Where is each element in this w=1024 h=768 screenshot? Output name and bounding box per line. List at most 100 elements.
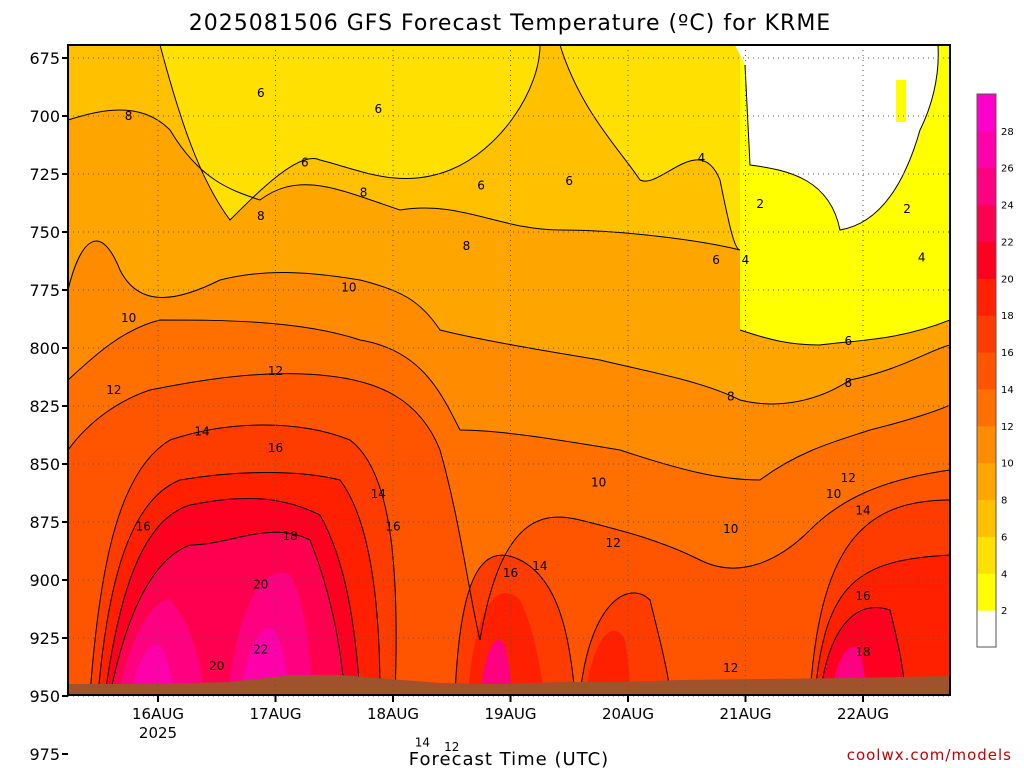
colorbar-swatch [977, 94, 996, 132]
contour-label: 16 [385, 520, 400, 534]
colorbar-label: 24 [1001, 201, 1014, 212]
colorbar-swatch [977, 278, 996, 316]
contour-label: 6 [257, 86, 265, 100]
contour-label: 10 [591, 476, 606, 490]
contour-label: 8 [257, 209, 265, 223]
contour-label: 14 [194, 425, 209, 439]
colorbar-label: 10 [1001, 459, 1014, 470]
terrain [68, 675, 950, 695]
y-tick-label: 850 [29, 455, 60, 474]
contour-label: 12 [841, 471, 856, 485]
plot-frame [67, 44, 951, 696]
contour-label: 16 [855, 589, 870, 603]
band-yellow-patch [896, 80, 906, 122]
colorbar-label: 20 [1001, 274, 1014, 285]
colorbar-label: 26 [1001, 164, 1014, 175]
y-axis: 675 700 725 750 775 800 825 850 875 900 925 950 975 [29, 49, 68, 764]
contour-label: 10 [341, 281, 356, 295]
colorbar-swatch [977, 610, 996, 648]
contour-label: 22 [253, 643, 268, 657]
colorbar-label: 16 [1001, 348, 1014, 359]
contour-label: 4 [918, 251, 926, 265]
contour-label: 18 [855, 645, 870, 659]
colorbar-label: 28 [1001, 127, 1014, 138]
contour-label: 10 [723, 522, 738, 536]
contour-label: 20 [253, 578, 268, 592]
colorbar-label: 8 [1001, 496, 1007, 507]
chart-title: 2025081506 GFS Forecast Temperature (ºC)… [189, 11, 831, 36]
contour-label: 4 [742, 253, 750, 267]
contour-label: 12 [444, 740, 459, 754]
y-tick-label: 675 [29, 49, 60, 68]
y-tick-label: 725 [29, 165, 60, 184]
band-4b [560, 45, 740, 250]
contour-label: 18 [283, 529, 298, 543]
colorbar-swatch [977, 241, 996, 279]
colorbar-swatch [977, 130, 996, 169]
y-tick-label: 900 [29, 571, 60, 590]
contour-label: 8 [727, 390, 735, 404]
contour-label: 12 [723, 661, 738, 675]
band-white [735, 45, 939, 230]
contour-label: 6 [301, 155, 309, 169]
y-tick-label: 775 [29, 281, 60, 300]
contour-label: 6 [844, 334, 852, 348]
contour-lines [68, 45, 950, 695]
contour-label: 8 [360, 186, 368, 200]
contour-label: 8 [463, 239, 471, 253]
contour-label: 4 [698, 151, 706, 165]
colorbar-swatch [977, 499, 996, 537]
contour-label: 12 [106, 383, 121, 397]
contour-label: 16 [268, 441, 283, 455]
x-tick-label: 20AUG [602, 705, 654, 723]
colorbar-swatch [977, 462, 996, 501]
colorbar-frame [976, 93, 997, 648]
grid [68, 45, 950, 697]
colorbar-swatch [977, 315, 996, 353]
band-24 [130, 644, 175, 695]
y-tick-label: 975 [29, 745, 60, 764]
contour-label: 8 [844, 376, 852, 390]
colorbar-swatch [977, 425, 996, 464]
contour-label: 8 [125, 109, 133, 123]
contour-label: 6 [712, 253, 720, 267]
contour-label: 14 [371, 487, 386, 501]
contour-label: 6 [565, 174, 573, 188]
contour-label: 2 [903, 202, 911, 216]
contour-label: 6 [374, 102, 382, 116]
contour-label: 16 [136, 520, 151, 534]
credit-text: coolwx.com/models [847, 746, 1012, 764]
y-tick-label: 800 [29, 339, 60, 358]
colorbar-label: 2 [1001, 606, 1007, 617]
contour-label: 14 [415, 735, 430, 749]
x-tick-label: 19AUG [485, 705, 537, 723]
colorbar-label: 4 [1001, 569, 1007, 580]
colorbar-label: 12 [1001, 422, 1014, 433]
colorbar-swatch [977, 536, 996, 574]
temperature-field [68, 45, 950, 695]
contour-label: 10 [121, 311, 136, 325]
y-tick-label: 925 [29, 629, 60, 648]
colorbar-label: 18 [1001, 311, 1014, 322]
contour-label: 14 [855, 503, 870, 517]
colorbar-swatch [977, 167, 996, 206]
band-16c [585, 630, 630, 695]
y-tick-label: 825 [29, 397, 60, 416]
colorbar-label: 22 [1001, 237, 1014, 248]
colorbar-label: 6 [1001, 532, 1007, 543]
x-tick-sublabel: 2025 [139, 724, 177, 742]
band-4 [160, 45, 540, 220]
colorbar-swatch [977, 388, 996, 427]
x-tick-label: 21AUG [720, 705, 772, 723]
x-tick-label: 18AUG [367, 705, 419, 723]
x-tick-label: 17AUG [250, 705, 302, 723]
contour-label: 10 [826, 487, 841, 501]
colorbar-swatch [977, 573, 996, 611]
contour-label: 12 [268, 364, 283, 378]
colorbar-label: 14 [1001, 385, 1014, 396]
x-tick-label: 16AUG [132, 705, 184, 723]
